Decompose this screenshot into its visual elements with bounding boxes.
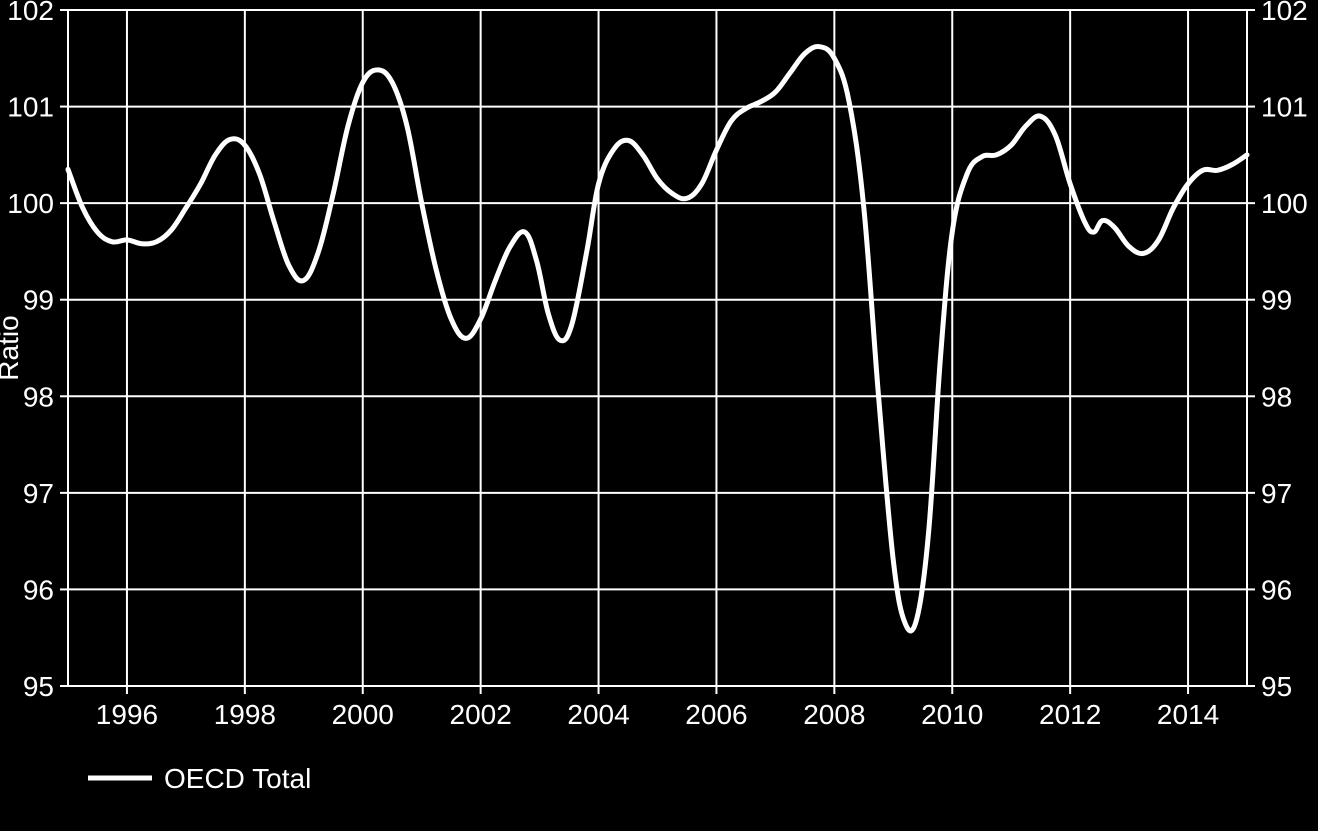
x-tick-label: 2000 — [332, 699, 394, 730]
y-tick-label-left: 101 — [7, 92, 54, 123]
x-tick-label: 2014 — [1157, 699, 1219, 730]
y-axis-label: Ratio — [0, 315, 24, 380]
y-tick-label-left: 95 — [23, 671, 54, 702]
y-tick-label-right: 96 — [1261, 574, 1292, 605]
x-tick-label: 2010 — [921, 699, 983, 730]
x-tick-label: 2004 — [567, 699, 629, 730]
chart-svg: 95 95 96 96 97 97 98 98 99 99 100 100 101 101 102 102 19… — [0, 0, 1318, 831]
y-tick-label-left: 98 — [23, 381, 54, 412]
legend-label: OECD Total — [164, 763, 311, 794]
y-tick-label-left: 99 — [23, 285, 54, 316]
y-tick-label-right: 100 — [1261, 188, 1308, 219]
x-tick-label: 2006 — [685, 699, 747, 730]
y-tick-label-right: 101 — [1261, 92, 1308, 123]
y-tick-label-right: 95 — [1261, 671, 1292, 702]
x-tick-label: 2002 — [450, 699, 512, 730]
x-tick-label: 2008 — [803, 699, 865, 730]
y-tick-label-left: 102 — [7, 0, 54, 26]
y-tick-label-right: 102 — [1261, 0, 1308, 26]
y-tick-label-left: 97 — [23, 478, 54, 509]
x-tick-label: 2012 — [1039, 699, 1101, 730]
x-tick-label: 1996 — [96, 699, 158, 730]
y-tick-label-right: 98 — [1261, 381, 1292, 412]
x-tick-label: 1998 — [214, 699, 276, 730]
y-tick-label-right: 99 — [1261, 285, 1292, 316]
y-tick-label-right: 97 — [1261, 478, 1292, 509]
y-tick-label-left: 96 — [23, 574, 54, 605]
y-tick-label-left: 100 — [7, 188, 54, 219]
chart-container: 95 95 96 96 97 97 98 98 99 99 100 100 101 101 102 102 19… — [0, 0, 1318, 831]
